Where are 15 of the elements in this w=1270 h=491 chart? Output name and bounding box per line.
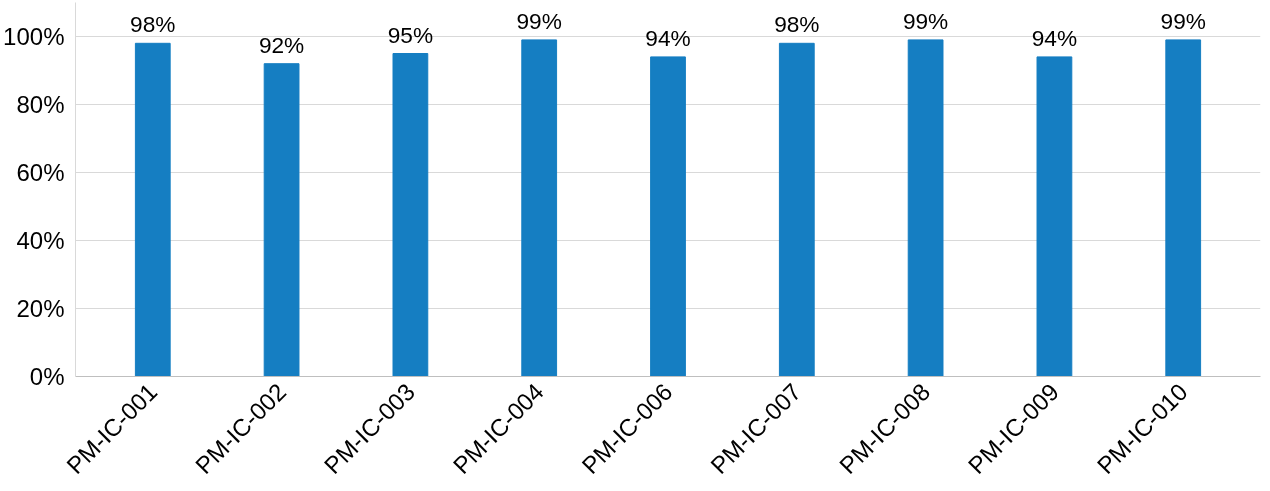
data-label: 94% — [645, 24, 691, 51]
y-tick-label: 40% — [16, 227, 65, 254]
data-label: 92% — [258, 31, 305, 58]
data-label: 98% — [774, 11, 820, 38]
y-tick-label: 60% — [16, 159, 65, 186]
data-label: 99% — [1160, 7, 1206, 34]
y-tick-label: 20% — [16, 295, 65, 322]
data-label: 94% — [1031, 24, 1078, 51]
y-tick-label: 0% — [29, 363, 65, 390]
data-label: 99% — [902, 7, 949, 34]
data-label: 99% — [516, 7, 562, 34]
data-label: 98% — [130, 11, 176, 38]
y-tick-label: 100% — [3, 23, 65, 50]
data-label: 95% — [387, 21, 434, 48]
y-tick-label: 80% — [16, 91, 65, 118]
